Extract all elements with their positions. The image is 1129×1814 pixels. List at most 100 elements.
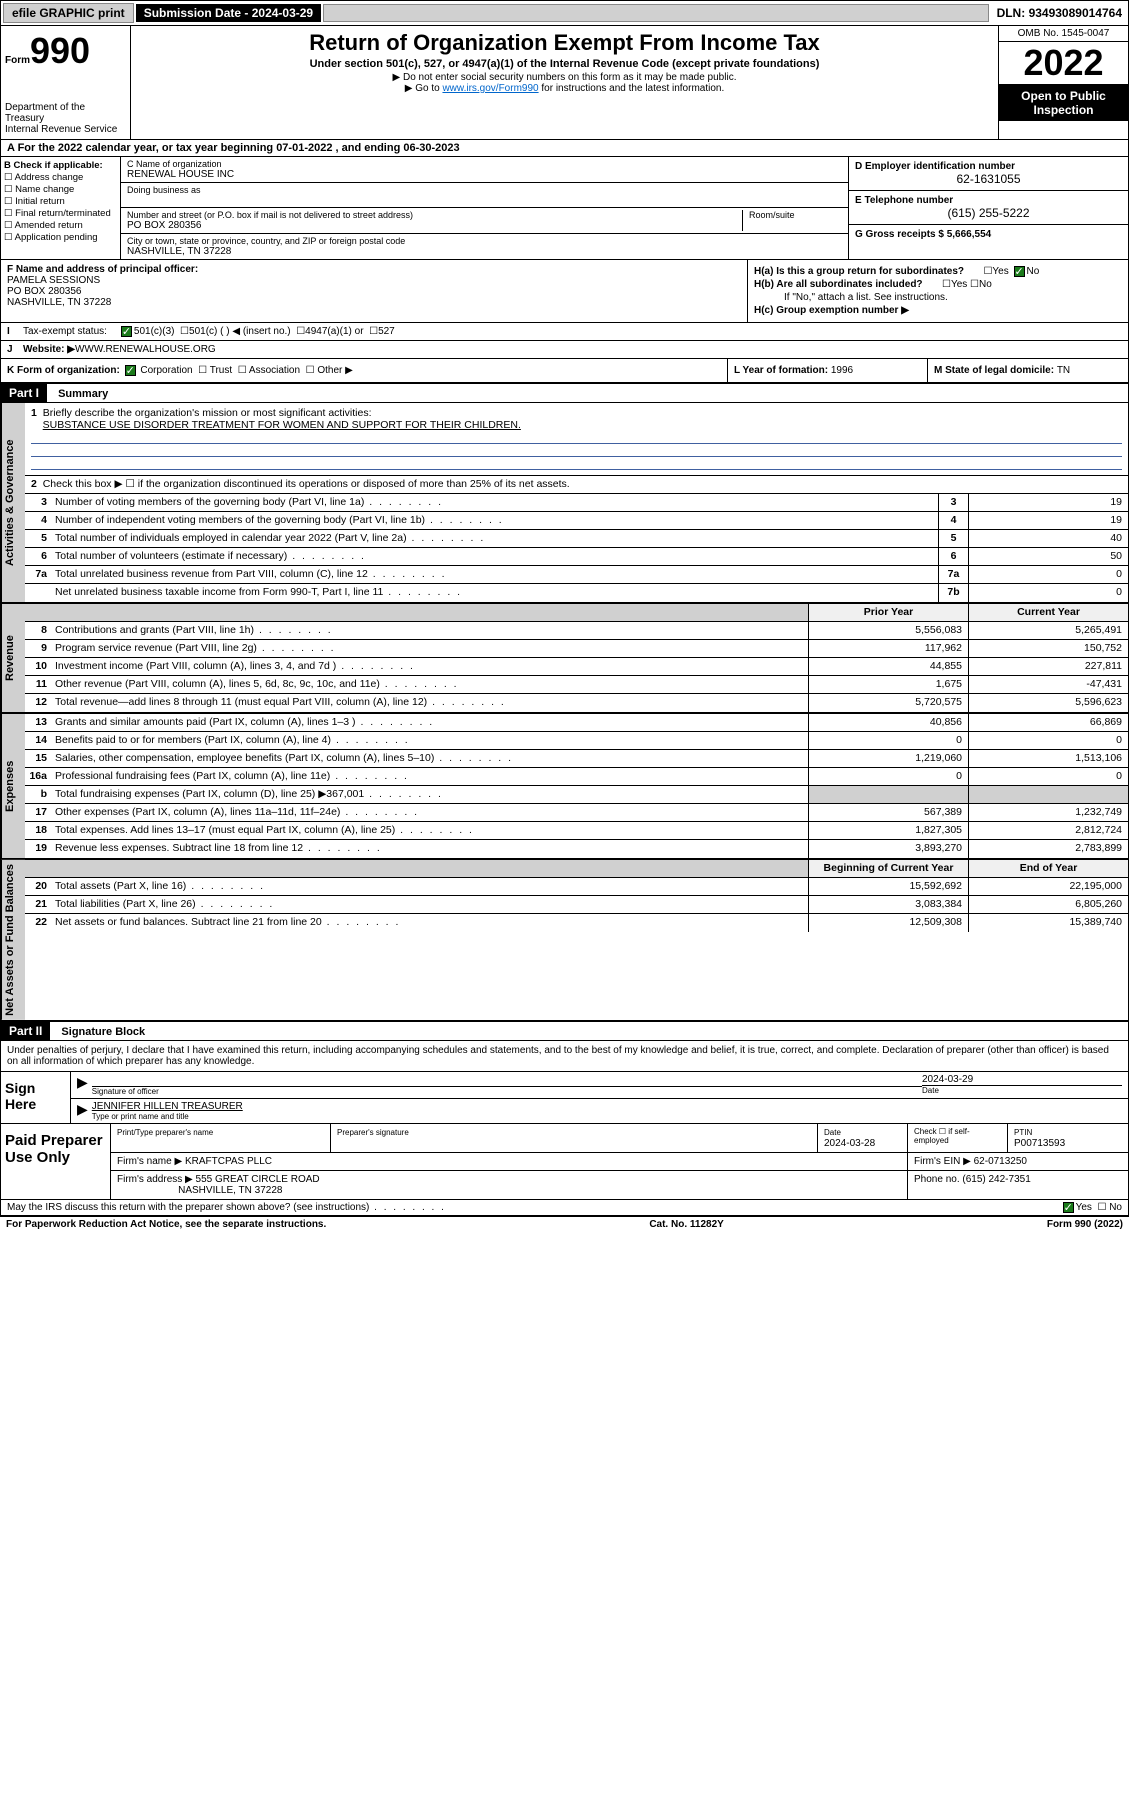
firm-ein-label: Firm's EIN ▶ [914,1156,974,1167]
state-domicile: TN [1057,365,1070,376]
part1-header: Part I Summary [1,384,1128,403]
gov-row-7a: 7aTotal unrelated business revenue from … [25,566,1128,584]
form-prefix: Form [5,55,30,66]
dln-label: DLN: [997,6,1029,20]
part1-title: Summary [50,386,116,402]
rev-row-10: 10Investment income (Part VIII, column (… [25,658,1128,676]
governance-section: Activities & Governance 1 Briefly descri… [1,403,1128,604]
col-deg: D Employer identification number 62-1631… [848,157,1128,259]
fh-row: F Name and address of principal officer:… [1,260,1128,323]
gov-row-6: 6Total number of volunteers (estimate if… [25,548,1128,566]
footer-left: For Paperwork Reduction Act Notice, see … [6,1219,326,1230]
net-row-21: 21Total liabilities (Part X, line 26)3,0… [25,896,1128,914]
chk-addr[interactable]: ☐ Address change [4,172,117,183]
addr-label: Number and street (or P.O. box if mail i… [127,210,742,220]
name-label: Type or print name and title [92,1112,1122,1121]
rev-row-12: 12Total revenue—add lines 8 through 11 (… [25,694,1128,712]
dln: DLN: 93493089014764 [991,4,1128,22]
preparer-block: Paid Preparer Use Only Print/Type prepar… [1,1124,1128,1200]
efile-button[interactable]: efile GRAPHIC print [3,3,134,23]
k-cell: K Form of organization: Corporation ☐ Tr… [1,359,728,382]
part2-title: Signature Block [53,1024,153,1040]
phone-label: E Telephone number [855,195,1122,206]
revenue-tab: Revenue [1,604,25,712]
form-990-label: Form990 [5,30,126,72]
goto-prefix: ▶ Go to [405,83,443,94]
goto-line: ▶ Go to www.irs.gov/Form990 for instruct… [135,83,994,94]
exp-row-13: 13Grants and similar amounts paid (Part … [25,714,1128,732]
firm-phone-label: Phone no. [914,1174,962,1185]
org-address: PO BOX 280356 [127,220,742,231]
exp-row-17: 17Other expenses (Part IX, column (A), l… [25,804,1128,822]
h-block: H(a) Is this a group return for subordin… [748,260,1128,322]
exp-row-15: 15Salaries, other compensation, employee… [25,750,1128,768]
mission-label: Briefly describe the organization's miss… [43,407,372,419]
sign-here-label: Sign Here [1,1072,71,1123]
i-label: Tax-exempt status: [23,326,107,337]
preparer-label: Paid Preparer Use Only [1,1124,111,1199]
f-label: F Name and address of principal officer: [7,264,198,275]
dept-label: Department of the Treasury Internal Reve… [5,102,126,135]
current-year-header: Current Year [968,604,1128,621]
netassets-section: Net Assets or Fund Balances Beginning of… [1,860,1128,1022]
prep-sig-label: Preparer's signature [337,1128,409,1137]
ha-question: H(a) Is this a group return for subordin… [754,266,1122,277]
revenue-header-row: Prior Year Current Year [25,604,1128,622]
discuss-yes-checkbox[interactable] [1063,1202,1074,1213]
exp-row-19: 19Revenue less expenses. Subtract line 1… [25,840,1128,858]
self-employed-label: Check ☐ if self-employed [908,1124,1008,1152]
chk-pending[interactable]: ☐ Application pending [4,232,117,243]
form-header: Form990 Department of the Treasury Inter… [1,26,1128,140]
discuss-row: May the IRS discuss this return with the… [1,1200,1128,1216]
gross-value: 5,666,554 [947,229,992,240]
form-title: Return of Organization Exempt From Incom… [135,30,994,56]
hc-question: H(c) Group exemption number ▶ [754,305,1122,316]
firm-ein: 62-0713250 [974,1156,1027,1167]
footer-right: Form 990 (2022) [1047,1219,1123,1230]
submission-label: Submission Date - [144,6,252,20]
chk-amended[interactable]: ☐ Amended return [4,220,117,231]
col-b: B Check if applicable: ☐ Address change … [1,157,121,259]
org-name-label: C Name of organization [127,159,842,169]
begin-year-header: Beginning of Current Year [808,860,968,877]
goto-link[interactable]: www.irs.gov/Form990 [442,83,538,94]
tax-year: 2022 [999,42,1128,85]
gov-row-7b: Net unrelated business taxable income fr… [25,584,1128,602]
city-label: City or town, state or province, country… [127,236,842,246]
m-cell: M State of legal domicile: TN [928,359,1128,382]
chk-final[interactable]: ☐ Final return/terminated [4,208,117,219]
revenue-section: Revenue Prior Year Current Year 8Contrib… [1,604,1128,714]
exp-row-16a: 16aProfessional fundraising fees (Part I… [25,768,1128,786]
date-label: Date [922,1085,1122,1095]
rev-row-8: 8Contributions and grants (Part VIII, li… [25,622,1128,640]
part1-badge: Part I [1,384,47,402]
officer-addr1: PO BOX 280356 [7,286,82,297]
exp-row-14: 14Benefits paid to or for members (Part … [25,732,1128,750]
rev-row-11: 11Other revenue (Part VIII, column (A), … [25,676,1128,694]
goto-suffix: for instructions and the latest informat… [539,83,725,94]
org-name: RENEWAL HOUSE INC [127,169,842,180]
hb-note: If "No," attach a list. See instructions… [754,292,1122,303]
501c3-checkbox[interactable] [121,326,132,337]
line2-text: Check this box ▶ ☐ if the organization d… [43,478,570,491]
sign-arrow-icon: ▶ [77,1074,88,1096]
k-label: K Form of organization: [7,365,120,376]
net-row-22: 22Net assets or fund balances. Subtract … [25,914,1128,932]
signature-label: Signature of officer [92,1086,922,1096]
form-subtitle: Under section 501(c), 527, or 4947(a)(1)… [135,58,994,70]
sign-here-block: Sign Here ▶ Signature of officer 2024-03… [1,1072,1128,1124]
prep-date-label: Date [824,1128,841,1137]
corp-checkbox[interactable] [125,365,136,376]
form-number: 990 [30,30,90,71]
prep-date: 2024-03-28 [824,1138,875,1149]
gov-row-3: 3Number of voting members of the governi… [25,494,1128,512]
firm-name-label: Firm's name ▶ [117,1156,185,1167]
ha-no-checkbox[interactable] [1014,266,1025,277]
expenses-tab: Expenses [1,714,25,858]
gov-row-4: 4Number of independent voting members of… [25,512,1128,530]
chk-name[interactable]: ☐ Name change [4,184,117,195]
dln-value: 93493089014764 [1029,6,1122,20]
chk-initial[interactable]: ☐ Initial return [4,196,117,207]
org-city: NASHVILLE, TN 37228 [127,246,842,257]
officer-addr2: NASHVILLE, TN 37228 [7,297,111,308]
